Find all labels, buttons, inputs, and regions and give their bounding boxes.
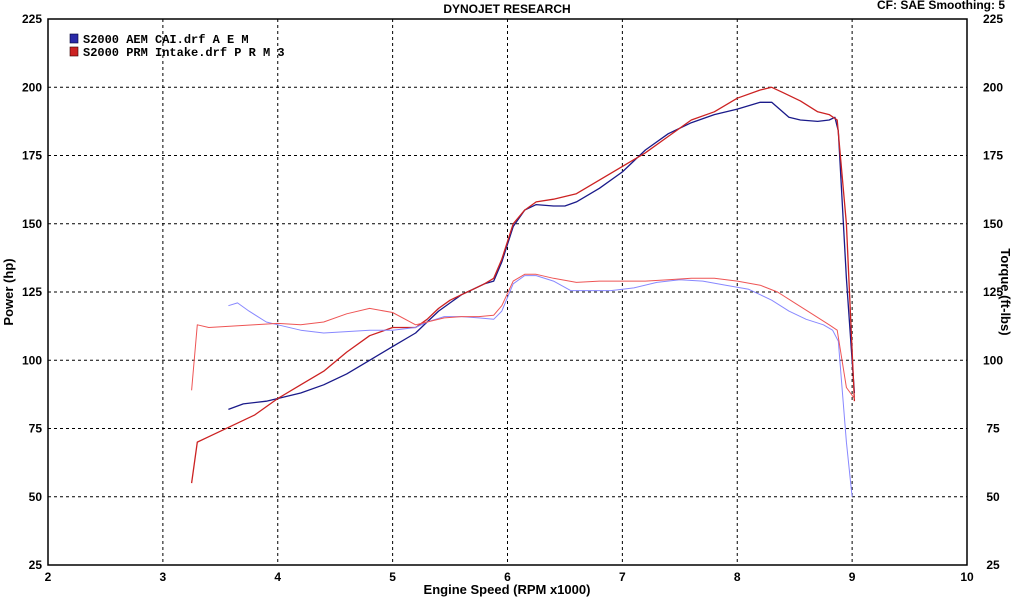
- series-line-torque-3: [191, 273, 855, 399]
- y-axis-label: Power (hp): [1, 258, 16, 325]
- y2-tick-label: 100: [983, 353, 1003, 367]
- corner-info: CF: SAE Smoothing: 5: [877, 0, 1005, 12]
- y-tick-label: 75: [29, 422, 43, 436]
- y-tick-label: 175: [22, 149, 42, 163]
- y2-tick-label: 225: [983, 12, 1003, 26]
- left-axis-ticks: 25 50 75 100 125 150 175 200 225: [22, 12, 42, 572]
- x-tick-label: 8: [734, 570, 741, 584]
- x-tick-label: 4: [274, 570, 281, 584]
- x-tick-label: 9: [849, 570, 856, 584]
- x-tick-label: 10: [960, 570, 974, 584]
- series-line-torque-2: [228, 275, 853, 497]
- y2-tick-label: 175: [983, 149, 1003, 163]
- x-tick-label: 3: [160, 570, 167, 584]
- series-layer: [190, 86, 856, 497]
- series-line-power-0: [228, 101, 856, 411]
- y2-tick-label: 50: [986, 490, 1000, 504]
- legend-label-prm: S2000 PRM Intake.drf P R M 3: [83, 46, 285, 60]
- y-tick-label: 100: [22, 353, 42, 367]
- x-axis-ticks: 2 3 4 5 6 7 8 9 10: [45, 570, 974, 584]
- right-axis-ticks: 25 50 75 100 125 150 175 200 225: [983, 12, 1003, 572]
- y-tick-label: 150: [22, 217, 42, 231]
- x-tick-label: 2: [45, 570, 52, 584]
- legend-item-aem[interactable]: S2000 AEM CAI.drf A E M: [69, 33, 249, 47]
- legend-swatch-aem: [69, 33, 79, 44]
- y2-tick-label: 150: [983, 217, 1003, 231]
- y2-tick-label: 200: [983, 80, 1003, 94]
- legend-item-prm[interactable]: S2000 PRM Intake.drf P R M 3: [69, 46, 285, 60]
- y2-tick-label: 125: [983, 285, 1003, 299]
- y2-tick-label: 25: [986, 558, 1000, 572]
- y-tick-label: 25: [29, 558, 43, 572]
- y-tick-label: 225: [22, 12, 42, 26]
- y2-axis-label: Torque (ft-lbs): [998, 248, 1013, 335]
- y-tick-label: 200: [22, 80, 42, 94]
- y2-tick-label: 75: [986, 422, 1000, 436]
- grid-lines: [48, 19, 967, 565]
- y-tick-label: 125: [22, 285, 42, 299]
- legend-swatch-prm: [69, 46, 79, 57]
- legend-label-aem: S2000 AEM CAI.drf A E M: [83, 33, 249, 47]
- x-tick-label: 6: [504, 570, 511, 584]
- x-tick-label: 7: [619, 570, 626, 584]
- y-tick-label: 50: [29, 490, 43, 504]
- x-axis-label: Engine Speed (RPM x1000): [424, 582, 591, 597]
- chart-title: DYNOJET RESEARCH: [443, 2, 570, 16]
- legend: S2000 AEM CAI.drf A E M S2000 PRM Intake…: [69, 33, 285, 60]
- series-line-power-1: [190, 86, 856, 484]
- x-tick-label: 5: [389, 570, 396, 584]
